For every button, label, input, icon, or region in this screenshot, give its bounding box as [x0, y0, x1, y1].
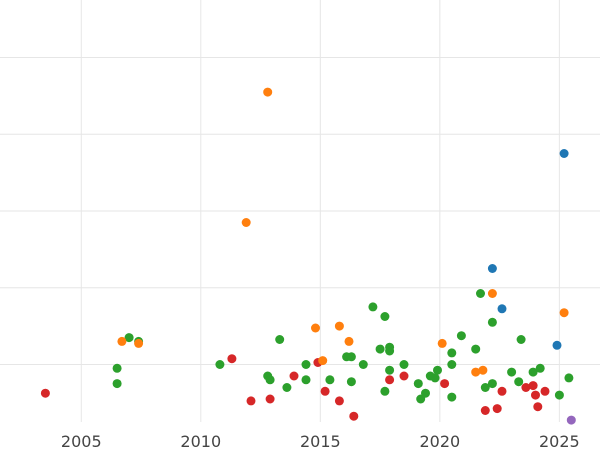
scatter-point-green — [516, 335, 526, 344]
scatter-point-blue — [552, 340, 562, 350]
scatter-point-blue — [497, 304, 507, 314]
scatter-point-green — [301, 375, 311, 385]
scatter-point-green — [275, 335, 285, 344]
scatter-point-orange — [117, 336, 127, 346]
scatter-point-orange — [344, 336, 354, 346]
scatter-point-green — [112, 379, 122, 389]
scatter-point-green — [447, 360, 457, 369]
scatter-point-red — [480, 406, 490, 415]
scatter-point-green — [385, 365, 395, 375]
scatter-point-red — [497, 386, 507, 396]
scatter-point-red — [227, 354, 237, 364]
scatter-point-green — [385, 346, 395, 356]
scatter-point-orange — [318, 356, 328, 366]
scatter-point-red — [399, 371, 409, 381]
scatter-point-green — [112, 363, 122, 373]
scatter-point-green — [380, 386, 390, 396]
scatter-point-green — [346, 352, 356, 362]
scatter-point-red — [320, 386, 330, 396]
x-axis-ticks: 2005 2010 2015 2020 2025 — [61, 432, 580, 450]
scatter-point-red — [492, 404, 502, 414]
scatter-point-green — [514, 377, 524, 387]
scatter-point-red — [540, 386, 550, 396]
scatter-point-green — [507, 367, 517, 377]
scatter-point-green — [380, 312, 390, 321]
scatter-point-green — [456, 331, 466, 341]
scatter-point-red — [531, 390, 540, 400]
scatter-point-red — [265, 394, 275, 404]
x-tick-label: 2005 — [61, 432, 102, 450]
scatter-point-orange — [437, 338, 447, 348]
scatter-point-orange — [487, 289, 497, 298]
scatter-point-green — [368, 302, 378, 312]
scatter-point-blue — [559, 149, 569, 158]
scatter-point-red — [528, 381, 538, 391]
x-tick-label: 2015 — [300, 432, 341, 450]
scatter-point-green — [124, 333, 134, 343]
scatter-point-orange — [334, 321, 344, 331]
scatter-point-red — [349, 411, 359, 421]
x-tick-label: 2020 — [419, 432, 460, 450]
points-layer — [40, 87, 576, 425]
scatter-point-green — [564, 373, 574, 383]
scatter-point-green — [447, 348, 457, 358]
scatter-point-green — [433, 365, 442, 375]
scatter-point-orange — [471, 367, 481, 377]
scatter-point-red — [521, 383, 531, 392]
scatter-point-green — [528, 367, 538, 377]
x-tick-label: 2010 — [180, 432, 221, 450]
scatter-point-orange — [241, 218, 251, 227]
scatter-point-orange — [311, 323, 320, 333]
scatter-point-green — [487, 317, 497, 327]
scatter-point-green — [375, 344, 385, 354]
scatter-point-red — [385, 375, 395, 385]
scatter-point-green — [301, 360, 311, 369]
scatter-point-red — [533, 402, 543, 412]
scatter-point-red — [289, 371, 299, 381]
grid-layer — [0, 0, 600, 422]
scatter-point-red — [440, 379, 450, 389]
scatter-point-green — [535, 363, 545, 373]
scatter-point-green — [413, 379, 423, 389]
scatter-point-orange — [559, 308, 569, 318]
scatter-point-orange — [478, 365, 488, 375]
scatter-point-green — [554, 390, 564, 400]
scatter-point-green — [421, 388, 430, 398]
x-tick-label: 2025 — [539, 432, 580, 450]
scatter-point-green — [265, 375, 275, 385]
scatter-point-green — [487, 379, 497, 389]
scatter-point-blue — [487, 264, 497, 273]
scatter-point-green — [471, 344, 481, 354]
scatter-point-green — [399, 360, 409, 369]
scatter-point-green — [215, 360, 225, 369]
scatter-point-red — [40, 388, 50, 398]
scatter-point-green — [430, 373, 440, 383]
scatter-point-green — [358, 360, 368, 369]
scatter-point-orange — [263, 87, 273, 97]
scatter-point-green — [325, 375, 335, 385]
scatter-point-green — [476, 289, 485, 298]
scatter-point-green — [480, 383, 490, 392]
scatter-point-green — [282, 383, 292, 392]
scatter-point-orange — [134, 338, 144, 348]
scatter-point-green — [447, 392, 457, 402]
scatter-point-green — [346, 377, 356, 387]
scatter-point-red — [334, 396, 344, 406]
scatter-point-red — [246, 396, 256, 406]
scatter-point-purple — [566, 415, 576, 425]
